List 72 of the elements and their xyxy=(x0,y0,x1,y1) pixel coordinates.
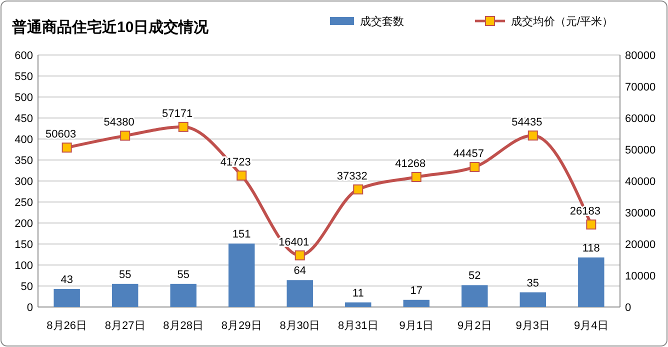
data-label: 37332 xyxy=(336,170,368,182)
x-tick-label: 8月26日 xyxy=(46,320,88,332)
point xyxy=(470,162,480,172)
y-tick-label: 50 xyxy=(20,281,33,293)
y2-tick-label: 70000 xyxy=(625,82,656,94)
x-tick-label: 8月30日 xyxy=(280,320,320,332)
x-tick-label: 8月28日 xyxy=(163,320,204,332)
y-tick-label: 200 xyxy=(14,218,33,230)
point xyxy=(62,142,72,153)
y-tick-label: 450 xyxy=(14,113,33,125)
x-tick-label: 8月29日 xyxy=(221,320,262,332)
x-tick-label: 8月27日 xyxy=(104,320,146,332)
y-tick-label: 550 xyxy=(14,71,33,83)
bar xyxy=(54,288,80,307)
legend-label: 成交均价（元/平米） xyxy=(511,15,614,28)
point xyxy=(294,250,305,260)
data-label: 55 xyxy=(177,268,190,281)
y-tick-label: 350 xyxy=(14,155,33,167)
bar xyxy=(286,280,313,307)
x-tick-label: 9月2日 xyxy=(458,320,492,332)
bar xyxy=(228,244,255,307)
data-label: 43 xyxy=(60,274,73,286)
y2-tick-label: 80000 xyxy=(625,50,656,62)
bar xyxy=(462,285,488,307)
data-label: 35 xyxy=(526,277,540,290)
y2-tick-label: 40000 xyxy=(625,176,656,188)
point xyxy=(353,184,364,194)
y-tick-label: 500 xyxy=(14,92,33,104)
bar xyxy=(112,284,138,307)
y2-tick-label: 30000 xyxy=(625,208,656,220)
y-tick-label: 250 xyxy=(14,197,33,209)
data-label: 54380 xyxy=(104,116,134,129)
data-label: 17 xyxy=(410,284,423,297)
point xyxy=(586,220,596,230)
y2-tick-label: 50000 xyxy=(625,144,656,156)
y-tick-label: 150 xyxy=(14,239,33,251)
y2-tick-label: 60000 xyxy=(625,113,656,125)
data-label: 55 xyxy=(118,268,132,281)
legend-label: 成交套数 xyxy=(360,15,404,28)
y2-tick-label: 0 xyxy=(625,302,632,314)
bar xyxy=(578,257,604,307)
data-label: 44457 xyxy=(453,148,484,160)
point xyxy=(236,170,247,181)
y-tick-label: 0 xyxy=(26,302,33,314)
x-tick-label: 9月3日 xyxy=(516,320,550,332)
data-label: 52 xyxy=(468,270,481,282)
y-tick-label: 600 xyxy=(14,50,33,62)
bar xyxy=(170,284,196,307)
y2-tick-label: 20000 xyxy=(625,239,656,251)
data-label: 50603 xyxy=(46,128,76,141)
point xyxy=(178,122,188,132)
data-label: 57171 xyxy=(162,108,193,120)
bar xyxy=(403,300,430,307)
x-tick-label: 8月31日 xyxy=(338,320,378,332)
data-label: 151 xyxy=(232,228,251,241)
point xyxy=(528,130,538,141)
data-label: 64 xyxy=(294,265,306,278)
point xyxy=(411,172,422,182)
bar xyxy=(345,302,372,307)
point xyxy=(120,130,130,141)
y2-tick-label: 10000 xyxy=(625,270,656,282)
bar xyxy=(520,292,546,307)
y-tick-label: 300 xyxy=(14,176,33,188)
data-label: 11 xyxy=(352,287,364,300)
y-tick-label: 100 xyxy=(14,260,33,272)
x-tick-label: 9月4日 xyxy=(574,320,608,332)
data-label: 118 xyxy=(582,242,600,254)
x-tick-label: 9月1日 xyxy=(399,320,434,332)
data-label: 54435 xyxy=(512,116,542,129)
chart-title: 普通商品住宅近10日成交情况 xyxy=(11,18,210,36)
data-label: 41268 xyxy=(395,158,426,170)
y-tick-label: 400 xyxy=(14,134,33,146)
